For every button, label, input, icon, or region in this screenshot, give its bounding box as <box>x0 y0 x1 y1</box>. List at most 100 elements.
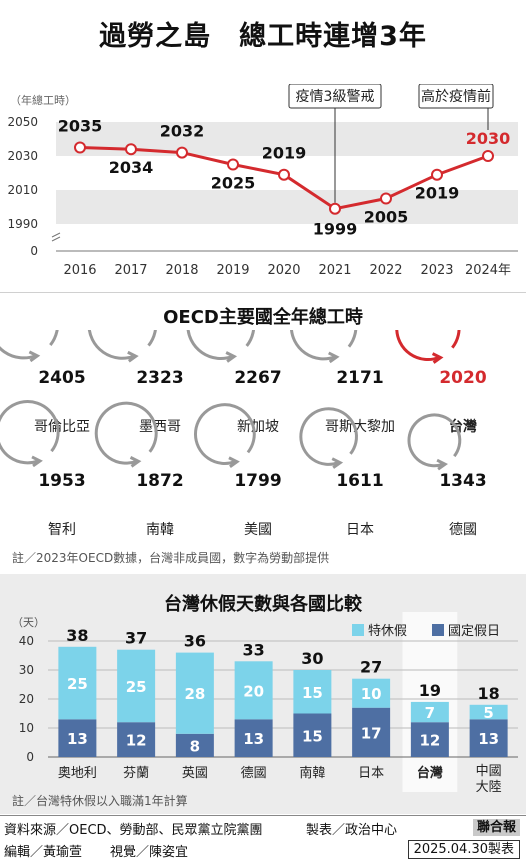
oecd-title: OECD主要國全年總工時 <box>163 307 363 328</box>
country-ring: 1611 日本 <box>299 407 384 538</box>
ring-country: 台灣 <box>449 418 477 435</box>
country-ring: 1953 智利 <box>0 400 86 538</box>
data-label: 2019 <box>262 144 307 163</box>
country-ring: 2323 墨西哥 <box>87 330 184 435</box>
legend-label: 國定假日 <box>448 624 500 639</box>
bar-holidays <box>117 722 156 757</box>
x-tick-label: 英國 <box>182 766 208 781</box>
ring-arc <box>299 407 358 466</box>
x-tick-label: 2023 <box>420 263 453 278</box>
country-ring: 2171 哥斯大黎加 <box>290 330 395 435</box>
main-title: 過勞之島 總工時連增3年 <box>99 21 427 52</box>
work-hours-line-chart: （年總工時） 0 1990 2010 2030 2050 2016 2017 2018 2019 2… <box>7 84 518 278</box>
bar-label-special: 25 <box>67 675 88 693</box>
bar-label-holidays: 12 <box>419 732 440 750</box>
ring-arc <box>194 403 256 465</box>
y-axis-label: （年總工時） <box>10 93 76 107</box>
date-box: 2025.04.30製表 <box>407 840 520 859</box>
bar-special-leave <box>234 661 273 720</box>
ring-arrow-icon <box>225 351 238 363</box>
axis-break <box>51 232 61 242</box>
legend-swatch <box>352 624 364 636</box>
y-tick-label: 1990 <box>7 217 38 231</box>
y-tick-label: 0 <box>26 750 34 764</box>
country-ring: 2267 新加坡 <box>186 330 282 435</box>
editor-text: 編輯／黃瑜萱 <box>4 845 83 860</box>
bar-total: 18 <box>477 684 499 703</box>
x-tick-label: 2016 <box>63 263 96 278</box>
bar-special-leave <box>352 678 391 708</box>
bar-label-special: 10 <box>361 685 382 703</box>
ring-value: 1953 <box>38 471 85 491</box>
ring-arrow-icon <box>228 456 240 468</box>
legend-label: 特休假 <box>368 624 407 639</box>
oecd-ring-grid: 2405 哥倫比亞 2323 墨西哥 2267 新加坡 2171 哥斯大黎加 2020 台灣 195… <box>0 330 487 538</box>
x-tick-label: 2021 <box>318 263 351 278</box>
bar-holidays <box>175 733 214 757</box>
x-tick-label: 德國 <box>241 766 267 781</box>
data-point <box>125 143 137 156</box>
country-ring: 1343 德國 <box>407 413 487 538</box>
ring-arrow-icon <box>436 458 448 471</box>
bar-label-special: 5 <box>483 704 493 722</box>
bar-label-holidays: 13 <box>67 730 88 748</box>
x-tick-label: 2020 <box>267 263 300 278</box>
bar-label-special: 25 <box>126 678 147 696</box>
x-tick-label: 中國 <box>476 764 502 779</box>
legend-swatch <box>432 624 444 636</box>
bar-total: 33 <box>242 640 264 659</box>
x-tick-label: 南韓 <box>299 765 325 781</box>
ring-value: 1799 <box>234 471 281 491</box>
x-tick-label: 芬蘭 <box>123 765 149 781</box>
x-tick-label: 日本 <box>358 766 384 781</box>
bar-label-holidays: 15 <box>302 727 323 745</box>
data-point <box>329 202 341 215</box>
y-tick-label: 30 <box>19 663 34 677</box>
ring-arrow-icon <box>328 351 340 364</box>
leave-title: 台灣休假天數與各國比較 <box>164 594 362 615</box>
ring-arrow-icon <box>331 457 344 469</box>
bar-holidays <box>410 722 449 757</box>
data-label: 2034 <box>109 158 154 177</box>
bar-holidays <box>469 719 508 757</box>
bar-total: 27 <box>360 658 382 677</box>
x-tick-label: 台灣 <box>417 765 443 781</box>
data-label: 2025 <box>211 174 256 193</box>
bar-label-special: 20 <box>243 682 264 700</box>
bar-label-special: 7 <box>425 704 435 722</box>
oecd-note: 註／2023年OECD數據，台灣非成員國，數字為勞動部提供 <box>12 551 330 565</box>
x-tick-label: 2022 <box>369 263 402 278</box>
bar-holidays <box>293 713 332 757</box>
bar-label-holidays: 17 <box>361 724 382 742</box>
ring-country: 墨西哥 <box>139 419 181 435</box>
data-point <box>176 146 188 159</box>
data-point <box>227 158 239 171</box>
divider <box>0 292 526 293</box>
x-tick-label: 奧地利 <box>58 766 97 781</box>
data-point <box>278 168 290 181</box>
bar-total: 30 <box>301 649 323 668</box>
source-text: 資料來源／OECD、勞動部、民眾黨立院黨團 <box>4 823 263 838</box>
bar-special-leave <box>469 704 508 720</box>
ring-arc <box>0 330 59 360</box>
bar-special-leave <box>58 646 97 720</box>
data-label: 1999 <box>313 220 358 239</box>
country-ring: 1799 美國 <box>194 403 282 538</box>
annotation-box <box>288 84 382 109</box>
bar-total: 37 <box>125 629 147 648</box>
bar-label-special: 28 <box>184 685 205 703</box>
ring-value: 1343 <box>439 471 486 491</box>
data-label: 2035 <box>58 117 103 136</box>
ring-country: 日本 <box>346 522 374 538</box>
ring-value: 2020 <box>439 368 486 388</box>
y-tick-label: 2030 <box>7 149 38 163</box>
ring-arc <box>395 330 461 361</box>
leave-days-bar-chart: （天） 0 10 20 30 40 特休假 國定假日 13 25 38 奧地利 12 25 37 芬蘭 8 28 3… <box>12 612 518 792</box>
country-ring: 2405 哥倫比亞 <box>0 330 90 435</box>
bar-label-holidays: 12 <box>126 732 147 750</box>
ring-value: 2171 <box>336 368 383 388</box>
x-tick-label: 2018 <box>165 263 198 278</box>
ring-arrow-icon <box>127 350 139 363</box>
ring-value: 1611 <box>336 471 383 491</box>
annotation-text: 高於疫情前 <box>421 88 491 105</box>
